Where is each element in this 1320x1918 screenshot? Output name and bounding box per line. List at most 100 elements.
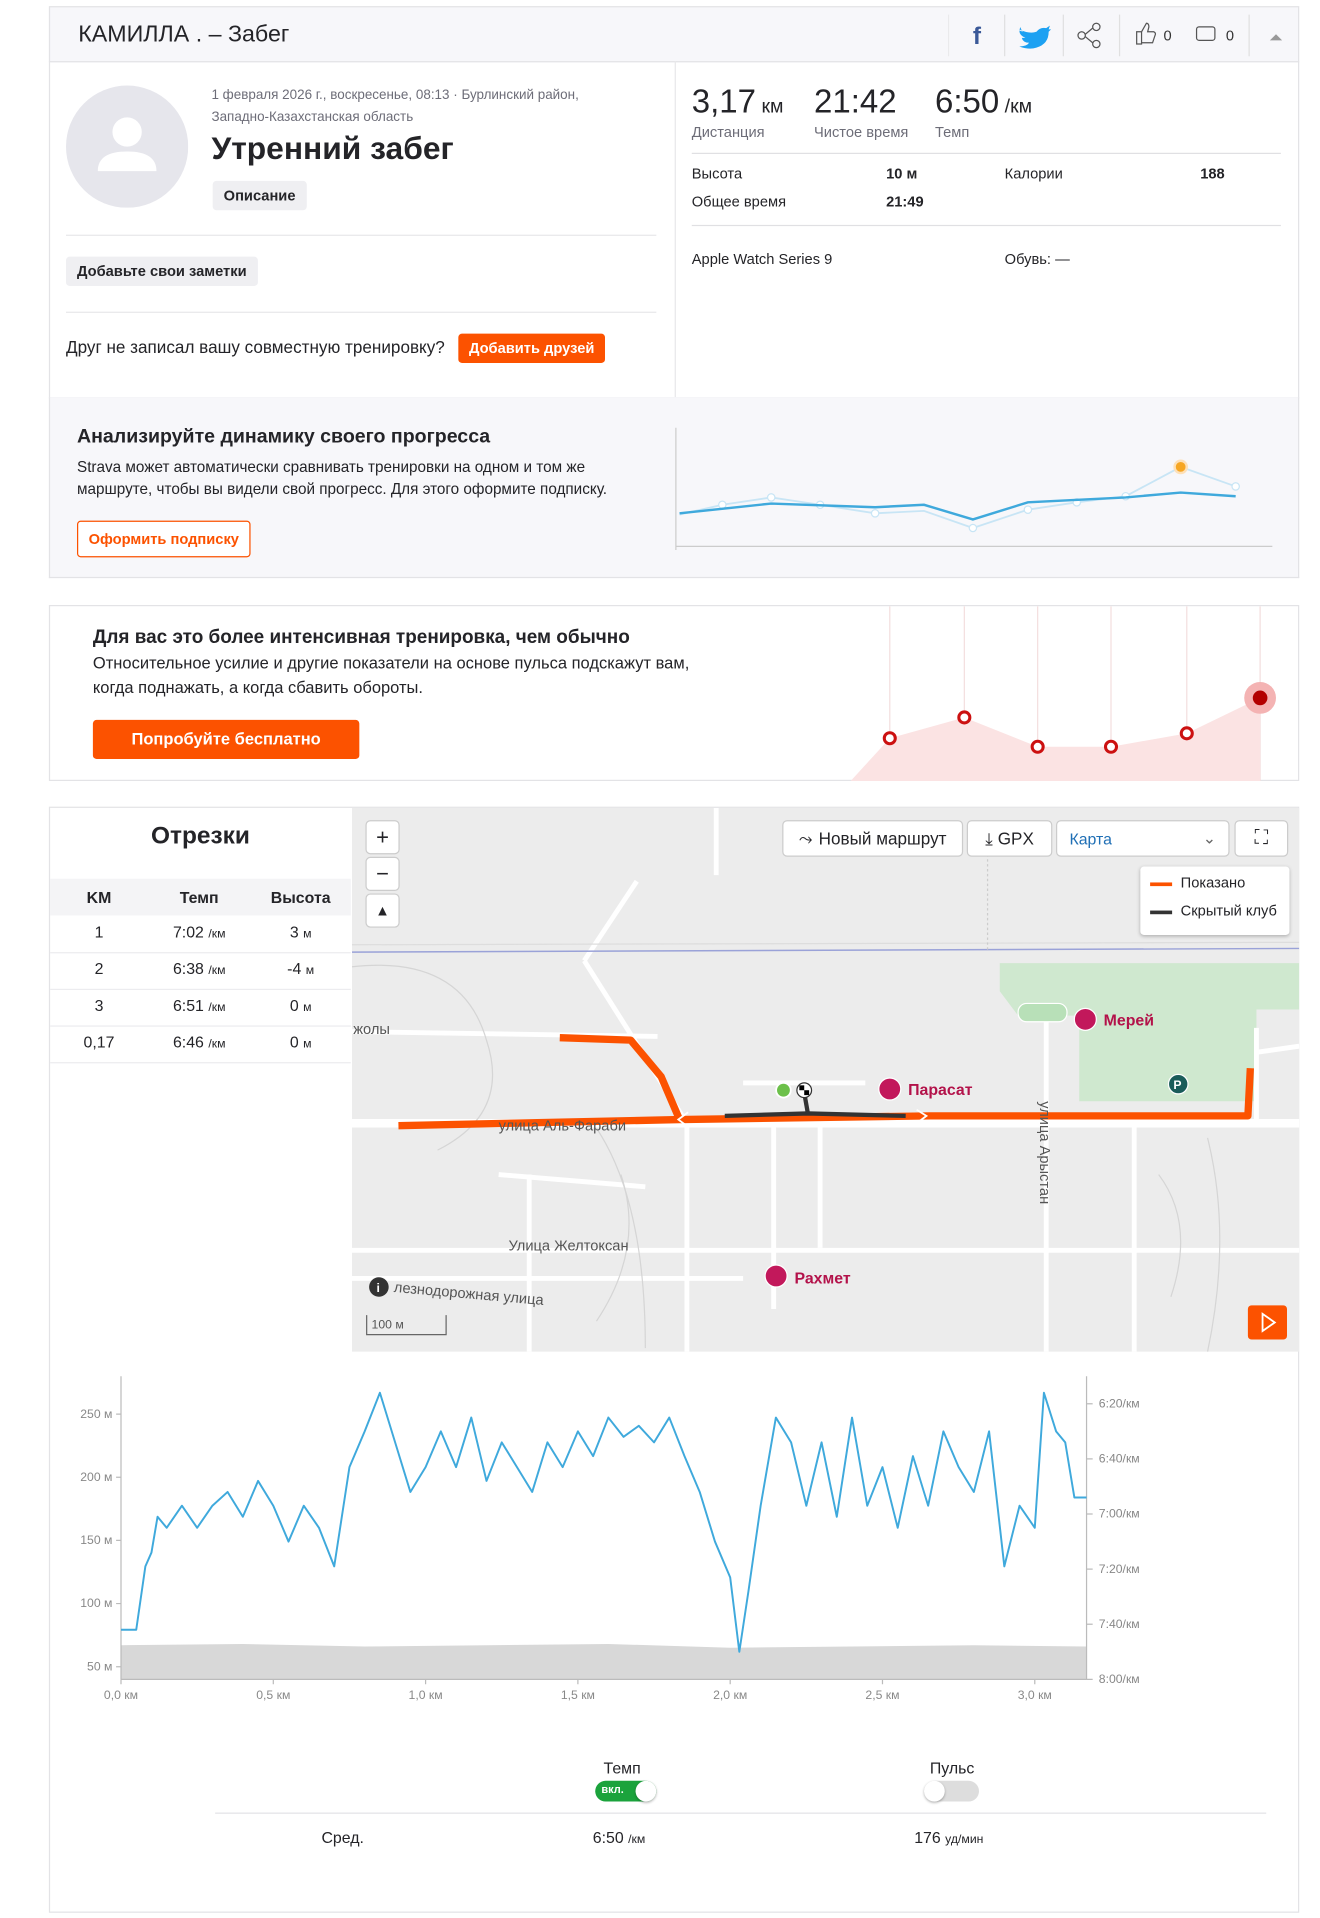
divider [66, 234, 657, 236]
layer-select[interactable]: Карта ⌄ [1056, 820, 1230, 857]
segments-title: Отрезки [150, 822, 250, 850]
pace-unit: /км [208, 964, 226, 978]
promo-text: Относительное усилие и другие показатели… [92, 653, 690, 673]
route [559, 1034, 683, 1121]
km-cell: 3 [94, 996, 104, 1015]
shoes: Обувь: — [1004, 250, 1070, 268]
map-scale: 100 м [372, 1318, 404, 1332]
street-label: улица Арыстан [1036, 1101, 1052, 1204]
description-button[interactable]: Описание [212, 180, 307, 211]
hidden-route [724, 1111, 906, 1119]
elev-cell: -4 м [251, 959, 351, 977]
avg-value: 176 [914, 1828, 941, 1847]
elev-cell: 0 м [251, 1033, 351, 1051]
km-cell: 2 [94, 959, 104, 978]
pace-cell: 6:38 /км [150, 959, 248, 977]
avg-value: 6:50 [592, 1828, 624, 1847]
legend-label: Скрытый клуб [1180, 902, 1277, 920]
legend-swatch [1150, 882, 1173, 887]
promo-text: когда поднажать, а когда сбавить обороты… [92, 678, 424, 697]
avatar [66, 85, 189, 208]
collapse-button[interactable] [1269, 34, 1283, 41]
twitter-button[interactable] [1019, 25, 1052, 49]
analysis-card: Отрезки KM Темп Высота 1 7:02 /км 3 м 2 6:38… [48, 806, 1300, 1913]
divider [66, 311, 657, 313]
activity-name: Утренний забег [211, 129, 454, 167]
poi-label: Парасат [908, 1082, 973, 1099]
gpx-button[interactable]: ⤓ GPX [966, 820, 1053, 857]
elev-unit: м [303, 1037, 312, 1052]
hr-toggle-label: Пульс [929, 1758, 975, 1778]
y-tick-label: 50 м [87, 1659, 112, 1673]
finish-marker [796, 1082, 813, 1099]
street-label: улица Аль-Фараби [499, 1119, 626, 1135]
pace-value: 7:02 [172, 922, 204, 942]
try-free-button[interactable]: Попробуйте бесплатно [92, 719, 360, 759]
svg-text:P: P [1173, 1078, 1181, 1092]
street-label: жолы [353, 1022, 390, 1038]
y2-tick-label: 7:20/км [1099, 1562, 1140, 1576]
segments-header [50, 878, 351, 916]
stat-label: Общее время [691, 193, 787, 211]
select-label: Карта [1069, 829, 1112, 848]
stat-value: 188 [1200, 165, 1225, 183]
fullscreen-button[interactable]: ⛶ [1234, 820, 1289, 857]
compass[interactable]: ▲ [365, 893, 400, 928]
zoom-in[interactable]: + [365, 820, 400, 855]
avg-pace: 6:50 /км [593, 1828, 646, 1846]
add-friends-button[interactable]: Добавить друзей [458, 333, 605, 363]
effort-illustration [850, 606, 1276, 781]
share-button[interactable] [1077, 22, 1101, 49]
stat-value: 21:49 [886, 193, 924, 211]
pace-unit: /км [208, 1001, 226, 1015]
column-header: Высота [270, 888, 331, 907]
button-label: GPX [997, 828, 1034, 849]
y2-tick-label: 6:20/км [1099, 1396, 1140, 1410]
effort-promo: Для вас это более интенсивная тренировка… [48, 605, 1300, 781]
activity-card: 1 февраля 2026 г., воскресенье, 08:13 · … [48, 61, 1300, 399]
column-header: Темп [179, 888, 219, 907]
toggle-text: вкл. [601, 1783, 624, 1796]
pace-cell: 6:46 /км [150, 1033, 248, 1051]
street-label: Улица Желтоксан [508, 1238, 628, 1254]
divider [674, 61, 676, 398]
stat-value: 21:42 [814, 83, 897, 120]
svg-text:i: i [376, 1281, 379, 1295]
x-tick-label: 0,0 км [104, 1688, 138, 1702]
comments-button[interactable] [1195, 26, 1216, 41]
elev-unit: м [305, 964, 315, 978]
promo-title: Для вас это более интенсивная тренировка… [92, 627, 630, 648]
route [398, 1068, 1254, 1130]
pace-unit: /км [208, 1037, 226, 1052]
kudos-button[interactable] [1136, 22, 1157, 45]
kudos-count: 0 [1164, 28, 1172, 44]
subscribe-button[interactable]: Оформить подписку [77, 520, 251, 558]
stat-value: 6:50 [935, 83, 1000, 120]
elev-cell: 0 м [251, 996, 351, 1014]
row-divider [50, 952, 351, 954]
play-button[interactable] [1247, 1305, 1287, 1340]
stat-label: Темп [935, 123, 970, 141]
divider [215, 1812, 1267, 1814]
stat-label: Дистанция [691, 123, 765, 141]
new-route-button[interactable]: ⤳ Новый маршрут [782, 820, 964, 857]
stat-value: 10 м [886, 165, 918, 183]
zoom-out[interactable]: − [365, 856, 400, 891]
pace-line [120, 1391, 1087, 1653]
header-bar: КАМИЛЛА . – Забег f 0 0 [48, 6, 1300, 63]
x-tick-label: 3,0 км [1018, 1688, 1052, 1702]
avg-unit: /км [628, 1833, 646, 1847]
y-tick-label: 150 м [80, 1533, 112, 1547]
pace-toggle-label: Темп [603, 1758, 641, 1778]
notes-button[interactable]: Добавьте свои заметки [66, 256, 258, 286]
elev-cell: 3 м [251, 923, 351, 941]
hr-toggle[interactable] [924, 1780, 979, 1802]
activity-date: 1 февраля 2026 г., воскресенье, 08:13 · … [211, 88, 579, 103]
y2-tick-label: 7:40/км [1099, 1617, 1140, 1631]
pace-toggle[interactable]: вкл. [595, 1780, 657, 1802]
facebook-button[interactable]: f [973, 23, 982, 50]
stat-unit: /км [1004, 96, 1033, 118]
